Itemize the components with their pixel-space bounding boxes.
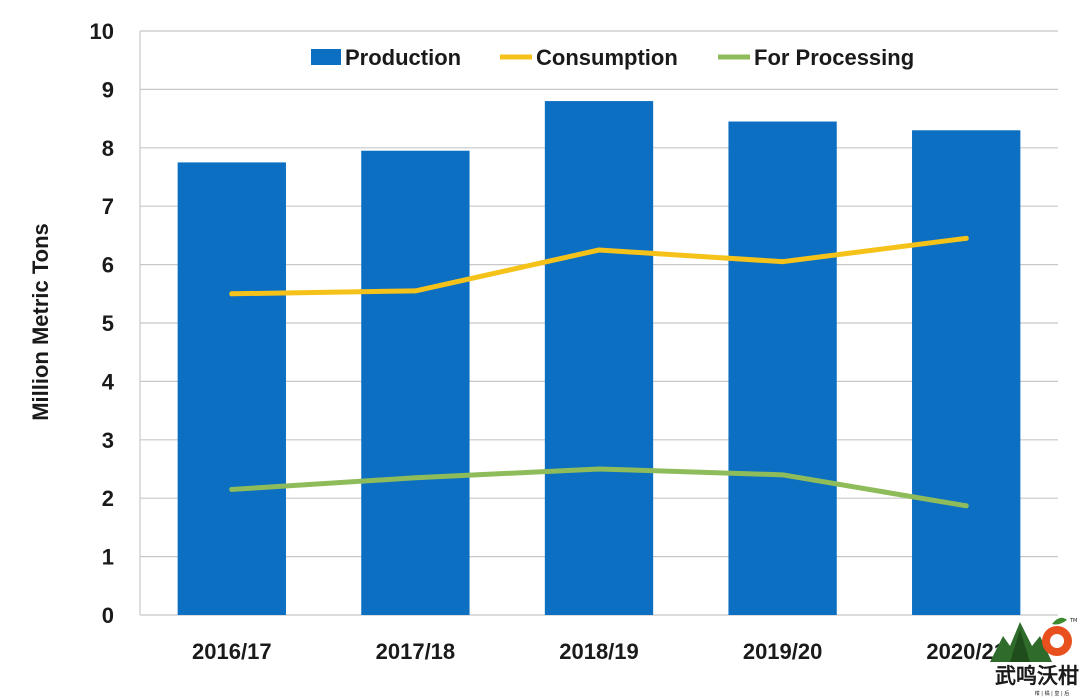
watermark-logo: TM 武鸣沃柑 柑 | 橘 | 皇 | 后: [990, 617, 1079, 697]
y-tick-label: 8: [102, 136, 114, 161]
x-tick-label: 2016/17: [192, 639, 272, 664]
y-tick-label: 5: [102, 311, 114, 336]
point-for-processing-1: [412, 475, 418, 481]
y-tick-label: 4: [102, 369, 115, 394]
logo-text: 武鸣沃柑: [995, 664, 1079, 688]
legend-label-production: Production: [345, 45, 461, 70]
logo-trademark: TM: [1069, 618, 1077, 624]
production-bars: [177, 101, 1021, 616]
logo-orange-highlight-icon: [1050, 634, 1064, 648]
bar-production-2020-21: [912, 130, 1021, 615]
legend: Production Consumption For Processing: [311, 45, 914, 70]
y-tick-label: 10: [90, 19, 114, 44]
y-axis-title: Million Metric Tons: [28, 223, 53, 421]
point-for-processing-4: [963, 503, 969, 509]
y-tick-label: 7: [102, 194, 114, 219]
bar-production-2017-18: [361, 150, 470, 615]
x-tick-labels: 2016/17 2017/18 2018/19 2019/20 2020/21: [192, 639, 1006, 664]
bar-production-2016-17: [177, 162, 286, 615]
y-tick-label: 9: [102, 77, 114, 102]
point-consumption-2: [596, 247, 602, 253]
point-consumption-0: [229, 291, 235, 297]
y-tick-label: 2: [102, 486, 114, 511]
bar-production-2019-20: [728, 121, 837, 616]
point-for-processing-0: [229, 486, 235, 492]
y-tick-label: 6: [102, 253, 114, 278]
point-consumption-3: [780, 259, 786, 265]
point-consumption-1: [412, 288, 418, 294]
y-tick-labels: 0 1 2 3 4 5 6 7 8 9 10: [90, 19, 115, 628]
x-tick-label: 2018/19: [559, 639, 639, 664]
logo-subtext: 柑 | 橘 | 皇 | 后: [1035, 690, 1070, 697]
point-for-processing-2: [596, 466, 602, 472]
logo-mountain-shadow-icon: [1010, 630, 1030, 662]
y-tick-label: 1: [102, 545, 114, 570]
legend-label-consumption: Consumption: [536, 45, 678, 70]
series-lines: [229, 235, 969, 509]
y-tick-label: 3: [102, 428, 114, 453]
x-tick-label: 2019/20: [743, 639, 823, 664]
y-tick-label: 0: [102, 603, 114, 628]
bar-production-2018-19: [544, 101, 654, 615]
logo-leaf-icon: [1052, 617, 1067, 625]
point-for-processing-3: [780, 472, 786, 478]
point-consumption-4: [963, 235, 969, 241]
x-tick-label: 2017/18: [376, 639, 456, 664]
legend-label-for-processing: For Processing: [754, 45, 914, 70]
legend-swatch-production: [311, 49, 341, 65]
